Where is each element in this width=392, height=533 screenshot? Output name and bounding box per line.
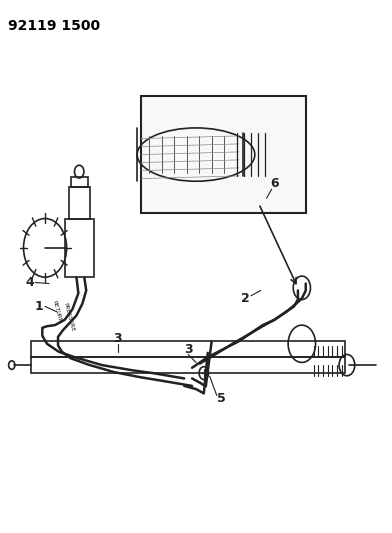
Text: PRESSURE: PRESSURE	[62, 302, 75, 332]
Text: 2: 2	[241, 292, 249, 305]
Bar	[69, 187, 90, 219]
Text: 3: 3	[113, 332, 122, 345]
Text: RETURN: RETURN	[51, 300, 62, 324]
Text: 5: 5	[217, 392, 226, 405]
Bar	[71, 177, 88, 187]
Text: 6: 6	[270, 177, 279, 190]
Text: 4: 4	[25, 276, 34, 289]
Text: 3: 3	[184, 343, 192, 356]
Bar	[141, 96, 306, 213]
Bar	[31, 357, 345, 373]
Bar	[65, 219, 94, 277]
Text: 92119 1500: 92119 1500	[8, 19, 100, 33]
Text: 1: 1	[35, 300, 44, 313]
Bar	[31, 341, 345, 357]
